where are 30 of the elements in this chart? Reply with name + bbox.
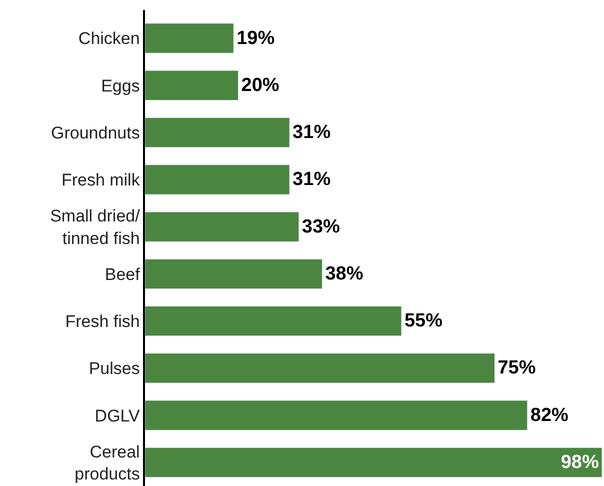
y-tick-label: Pulses [88, 359, 140, 378]
bar [145, 306, 402, 336]
data-label: 75% [498, 358, 536, 379]
bar [145, 164, 290, 195]
data-label: 31% [292, 122, 331, 144]
y-tick-label: Cereal products [74, 442, 140, 484]
y-tick-label: Chicken [78, 29, 140, 48]
y-tick-label: Small dried/ tinned fish [50, 206, 140, 248]
bar [145, 23, 234, 54]
data-label: 98% [560, 452, 599, 473]
bar [145, 447, 602, 478]
data-label: 31% [292, 169, 331, 190]
bar [145, 212, 300, 242]
y-tick-label: Eggs [101, 76, 140, 96]
y-tick-label: Groundnuts [51, 123, 140, 142]
data-label: 33% [302, 216, 340, 238]
data-label: 55% [404, 310, 443, 332]
y-tick-label: DGLV [94, 406, 140, 426]
bar [145, 258, 322, 290]
y-tick-label: Beef [104, 264, 140, 284]
bar [145, 400, 528, 430]
data-label: 82% [530, 404, 569, 426]
data-label: 20% [241, 74, 280, 96]
bar [145, 70, 239, 100]
bar [145, 117, 290, 148]
data-label: 19% [236, 28, 275, 49]
y-tick-label: Fresh milk [61, 170, 140, 190]
bar [145, 353, 495, 384]
y-tick-label: Fresh fish [65, 312, 140, 331]
data-label: 38% [325, 263, 364, 284]
